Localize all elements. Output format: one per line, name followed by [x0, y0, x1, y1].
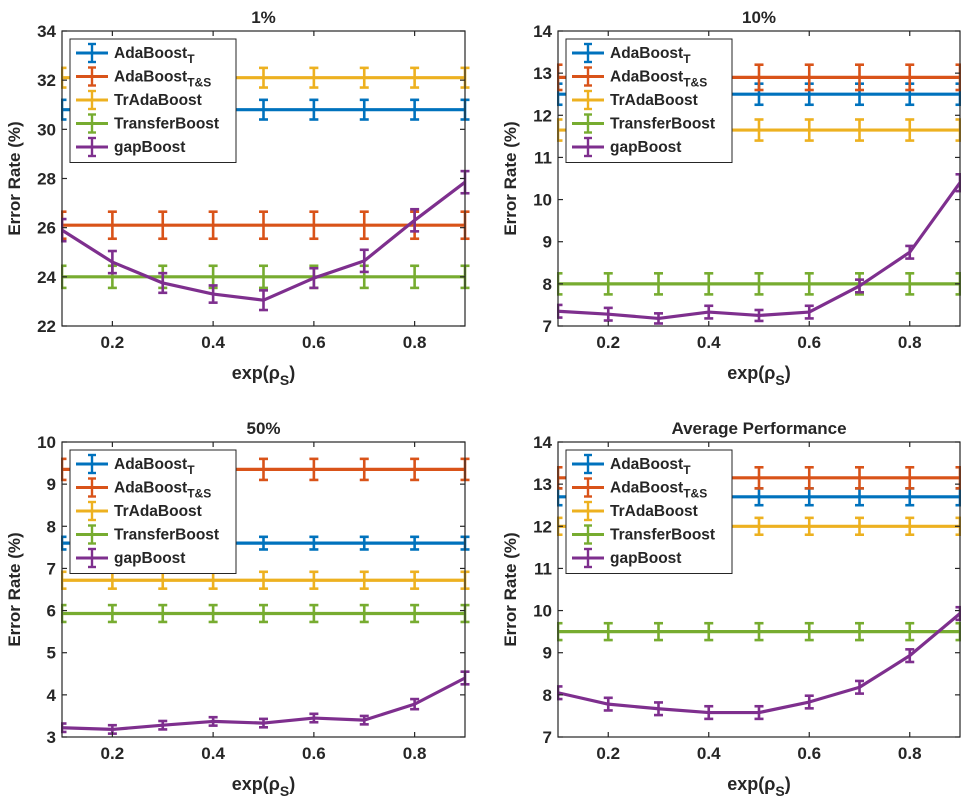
chart-panel-1: 7 8 9 10 11 12 13 14 0.2 0.4 0.6 0.8 10% exp(ρS) Error… [501, 8, 961, 388]
y-tick-label: 7 [543, 728, 552, 747]
y-tick-label: 9 [47, 475, 56, 494]
y-tick-label: 11 [534, 559, 552, 578]
chart-title: Average Performance [671, 419, 846, 438]
x-tick-label: 0.8 [898, 333, 922, 352]
y-tick-label: 13 [533, 475, 552, 494]
x-tick-label: 0.6 [302, 744, 326, 763]
chart-title: 1% [251, 8, 276, 27]
y-axis-label: Error Rate (%) [501, 532, 520, 646]
x-tick-label: 0.4 [697, 333, 721, 352]
y-tick-label: 13 [533, 64, 552, 83]
x-axis-label: exp(ρS) [232, 774, 296, 796]
x-tick-label: 0.4 [201, 333, 225, 352]
legend-label: TrAdaBoost [114, 503, 202, 520]
y-tick-label: 28 [37, 170, 56, 189]
chart-panel-2: 3 4 5 6 7 8 9 10 0.2 0.4 0.6 0.8 50% exp(ρS) Error Rat… [5, 419, 470, 796]
x-tick-label: 0.6 [797, 744, 821, 763]
y-tick-label: 8 [47, 517, 56, 536]
y-tick-label: 12 [533, 517, 552, 536]
y-tick-label: 10 [533, 191, 552, 210]
x-tick-label: 0.2 [101, 744, 125, 763]
x-axis-label: exp(ρS) [727, 774, 791, 796]
y-tick-label: 10 [533, 602, 552, 621]
y-tick-label: 5 [47, 644, 56, 663]
x-tick-label: 0.8 [403, 744, 427, 763]
y-axis-label: Error Rate (%) [5, 121, 24, 235]
chart-title: 10% [742, 8, 776, 27]
y-axis-label: Error Rate (%) [501, 121, 520, 235]
legend-entry-4: gapBoost [572, 138, 681, 156]
x-tick-label: 0.8 [898, 744, 922, 763]
legend-label: TrAdaBoost [610, 92, 698, 109]
legend-label: gapBoost [610, 139, 681, 156]
legend-label: gapBoost [114, 550, 185, 567]
y-tick-label: 7 [47, 559, 56, 578]
legend-label: TransferBoost [610, 116, 715, 133]
legend-label: TransferBoost [610, 527, 715, 544]
y-tick-label: 24 [37, 268, 56, 287]
y-tick-label: 10 [37, 433, 56, 452]
legend-label: gapBoost [114, 139, 185, 156]
chart-panel-3: 7 8 9 10 11 12 13 14 0.2 0.4 0.6 0.8 Average Perform… [501, 419, 961, 796]
x-tick-label: 0.2 [596, 333, 620, 352]
legend-label: TrAdaBoost [114, 92, 202, 109]
legend-label: TransferBoost [114, 116, 219, 133]
legend: AdaBoostTAdaBoostT&STrAdaBoostTransferBo… [566, 450, 732, 574]
legend-entry-4: gapBoost [76, 549, 185, 567]
x-tick-label: 0.6 [302, 333, 326, 352]
y-tick-label: 9 [543, 644, 552, 663]
y-tick-label: 32 [37, 71, 56, 90]
x-tick-label: 0.6 [797, 333, 821, 352]
legend: AdaBoostTAdaBoostT&STrAdaBoostTransferBo… [566, 39, 732, 163]
y-tick-label: 6 [47, 602, 56, 621]
x-tick-label: 0.2 [101, 333, 125, 352]
x-axis-label: exp(ρS) [727, 363, 791, 388]
legend-label: TrAdaBoost [610, 503, 698, 520]
x-tick-label: 0.2 [596, 744, 620, 763]
x-tick-label: 0.8 [403, 333, 427, 352]
y-tick-label: 11 [534, 148, 552, 167]
y-tick-label: 7 [543, 317, 552, 336]
y-tick-label: 14 [533, 433, 552, 452]
y-tick-label: 30 [37, 120, 56, 139]
x-tick-label: 0.4 [201, 744, 225, 763]
y-tick-label: 22 [37, 317, 56, 336]
y-tick-label: 8 [543, 275, 552, 294]
legend-label: TransferBoost [114, 527, 219, 544]
legend-entry-4: gapBoost [572, 549, 681, 567]
legend: AdaBoostTAdaBoostT&STrAdaBoostTransferBo… [70, 39, 236, 163]
legend: AdaBoostTAdaBoostT&STrAdaBoostTransferBo… [70, 450, 236, 574]
legend-entry-4: gapBoost [76, 138, 185, 156]
y-tick-label: 14 [533, 22, 552, 41]
y-tick-label: 26 [37, 219, 56, 238]
y-tick-label: 12 [533, 106, 552, 125]
y-axis-label: Error Rate (%) [5, 532, 24, 646]
y-tick-label: 8 [543, 686, 552, 705]
x-tick-label: 0.4 [697, 744, 721, 763]
legend-label: gapBoost [610, 550, 681, 567]
x-axis-label: exp(ρS) [232, 363, 296, 388]
chart-title: 50% [246, 419, 280, 438]
y-tick-label: 34 [37, 22, 56, 41]
y-tick-label: 9 [543, 233, 552, 252]
y-tick-label: 3 [47, 728, 56, 747]
y-tick-label: 4 [47, 686, 57, 705]
chart-panel-0: 22 24 26 28 30 32 34 0.2 0.4 0.6 0.8 1% exp(ρS) Error… [5, 8, 470, 388]
